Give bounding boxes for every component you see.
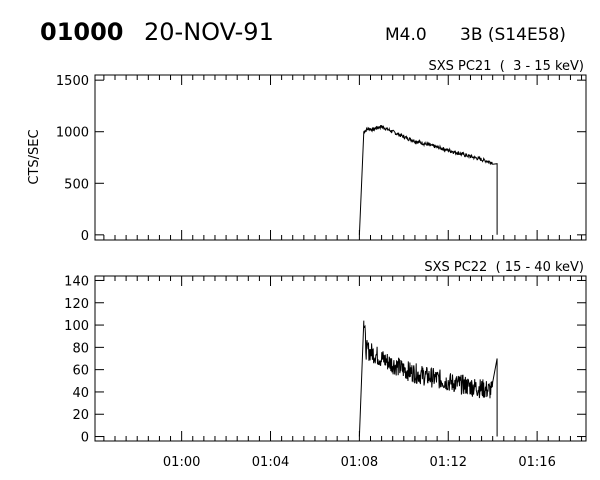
y-tick-label: 80 bbox=[72, 341, 89, 356]
bottom-panel-title: SXS PC22 ( 15 - 40 keV) bbox=[424, 260, 584, 275]
top-y-axis: 0 500 1000 1500 bbox=[56, 74, 586, 244]
optical-class: 3B (S14E58) bbox=[460, 25, 566, 45]
y-tick-label: 140 bbox=[64, 274, 89, 289]
y-tick-label: 0 bbox=[81, 229, 89, 244]
bottom-y-axis: 0 20 40 60 80 100 120 140 bbox=[64, 274, 586, 446]
top-y-axis-label: CTS/SEC bbox=[27, 129, 42, 184]
bottom-panel: SXS PC22 ( 15 - 40 keV) 0 20 40 60 80 100 120 1… bbox=[64, 260, 587, 470]
y-tick-label: 40 bbox=[72, 386, 89, 401]
top-panel-title: SXS PC21 ( 3 - 15 keV) bbox=[428, 59, 584, 74]
x-tick-label: 01:04 bbox=[252, 455, 289, 470]
bottom-plot-frame bbox=[94, 275, 587, 442]
y-tick-label: 60 bbox=[72, 364, 89, 379]
x-tick-label: 01:16 bbox=[518, 455, 555, 470]
x-tick-label: 01:00 bbox=[163, 455, 200, 470]
top-panel: SXS PC21 ( 3 - 15 keV) CTS/SEC 0 500 1000 1… bbox=[27, 59, 587, 244]
event-date: 20-NOV-91 bbox=[144, 18, 274, 46]
y-tick-label: 1000 bbox=[56, 126, 89, 141]
top-plot-frame bbox=[94, 74, 587, 241]
y-tick-label: 0 bbox=[81, 431, 89, 446]
flare-class: M4.0 bbox=[385, 25, 427, 45]
x-tick-label: 01:08 bbox=[341, 455, 378, 470]
bottom-series-line bbox=[358, 320, 498, 437]
top-x-axis bbox=[103, 75, 583, 240]
x-tick-label: 01:12 bbox=[430, 455, 467, 470]
y-tick-label: 20 bbox=[72, 408, 89, 423]
event-id: 01000 bbox=[40, 18, 124, 46]
y-tick-label: 500 bbox=[64, 177, 89, 192]
y-tick-label: 1500 bbox=[56, 74, 89, 89]
y-tick-label: 100 bbox=[64, 319, 89, 334]
top-series-line bbox=[358, 125, 498, 235]
y-tick-label: 120 bbox=[64, 297, 89, 312]
bottom-x-axis: 01:00 01:04 01:08 01:12 01:16 bbox=[103, 276, 583, 470]
